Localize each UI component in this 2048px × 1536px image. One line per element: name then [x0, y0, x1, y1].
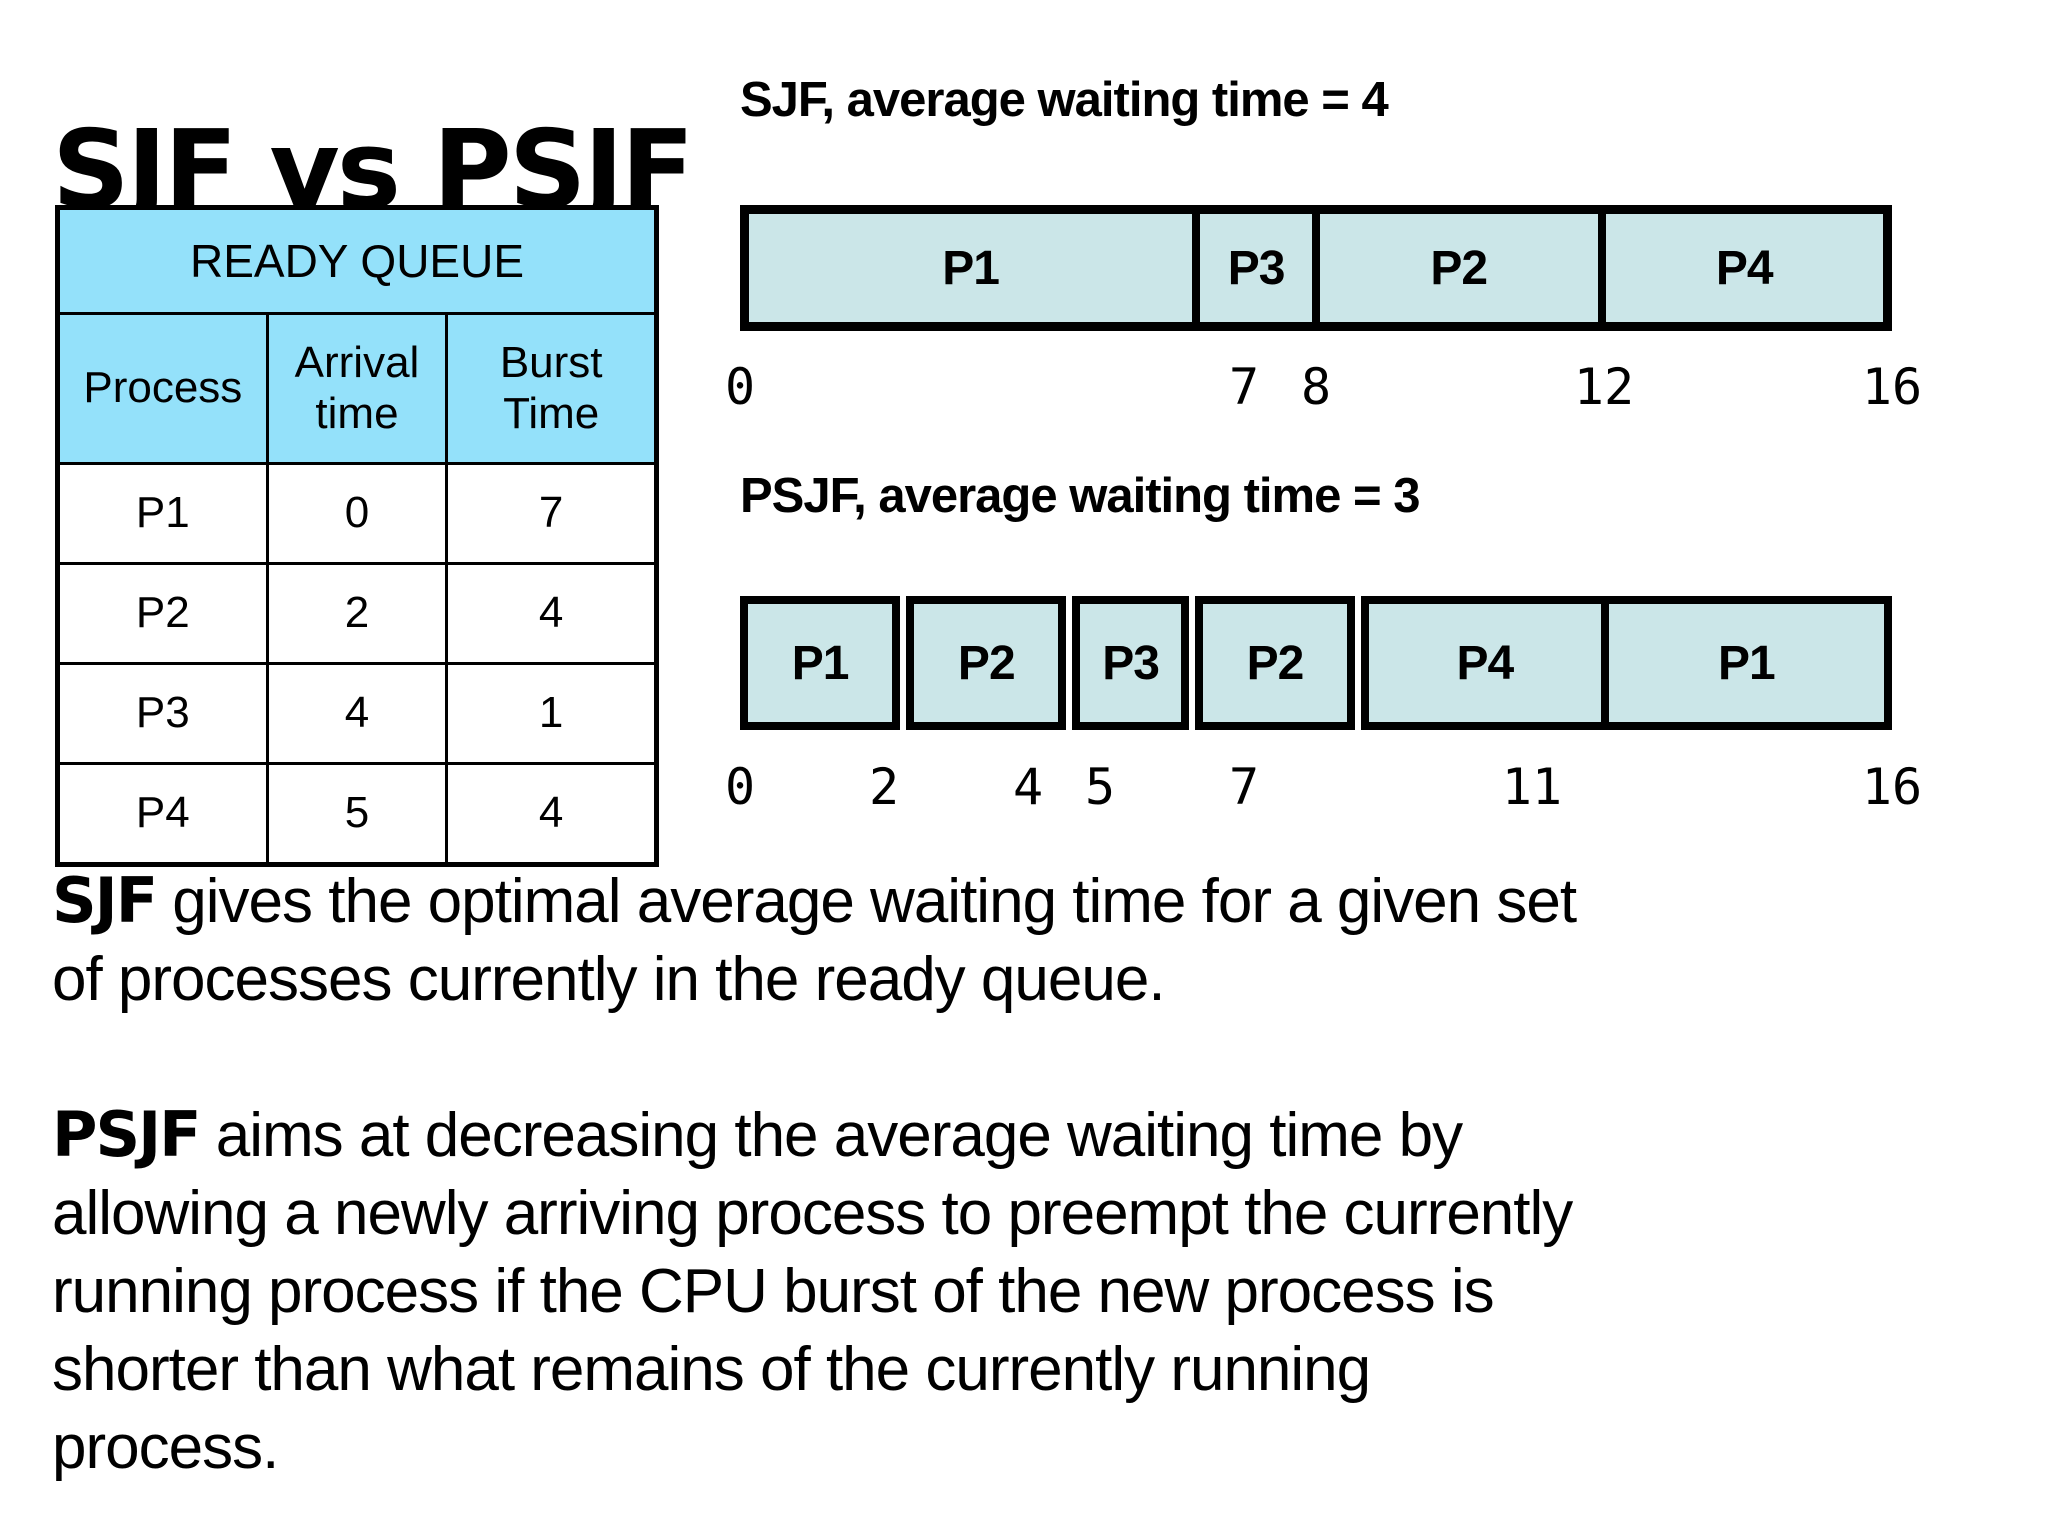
tick-label: 16	[1861, 358, 1923, 416]
table-title: READY QUEUE	[56, 206, 658, 315]
gantt-segment: P3	[1072, 596, 1189, 730]
gantt-segment: P4	[1597, 214, 1884, 322]
paragraph-sjf-text: gives the optimal average waiting time f…	[52, 867, 1577, 1014]
gantt-segment-label: P1	[1717, 636, 1776, 690]
gantt-segment-label: P4	[1456, 636, 1514, 690]
table-cell: P3	[56, 662, 269, 765]
gantt-segment-label: P3	[1102, 636, 1160, 690]
sjf-chart-title: SJF, average waiting time = 4	[740, 73, 1389, 127]
gantt-segment-label: P1	[942, 241, 1000, 295]
table-cell: 1	[445, 662, 658, 765]
table-cell: 0	[265, 462, 449, 565]
table-cell: 4	[445, 762, 658, 866]
gantt-segment-label: P2	[1430, 241, 1488, 295]
column-header: Arrival time	[265, 312, 449, 465]
gantt-segment-label: P2	[957, 636, 1016, 690]
gantt-segment-label: P3	[1227, 241, 1286, 295]
table-column-header-row: Process Arrival time Burst Time	[56, 312, 658, 465]
table-cell: P1	[56, 462, 269, 565]
gantt-segment: P3	[1192, 214, 1312, 322]
paragraph-sjf-lead: SJF	[52, 864, 158, 937]
tick-label: 16	[1861, 758, 1923, 816]
table-row: P1 0 7	[56, 462, 658, 565]
table-cell: 5	[265, 762, 449, 866]
gantt-segment: P1	[1608, 596, 1893, 730]
paragraph-psjf-text: aims at decreasing the average waiting t…	[52, 1101, 1573, 1482]
table-row: P3 4 1	[56, 662, 658, 765]
psjf-gantt-bar: P1 P2 P3 P2 P4 P1	[740, 596, 1893, 730]
table-row: P2 2 4	[56, 562, 658, 665]
gantt-segment: P2	[1312, 214, 1598, 322]
gantt-segment: P4	[1361, 596, 1609, 730]
gantt-segment: P2	[1194, 596, 1356, 730]
paragraph-psjf: PSJF aims at decreasing the average wait…	[52, 1096, 2012, 1487]
psjf-chart-title: PSJF, average waiting time = 3	[740, 469, 1420, 523]
tick-label: 11	[1501, 758, 1563, 816]
sjf-gantt-bar: P1 P3 P2 P4	[740, 205, 1892, 331]
paragraph-sjf: SJF gives the optimal average waiting ti…	[52, 862, 2012, 1019]
paragraph-psjf-lead: PSJF	[52, 1098, 202, 1171]
table-cell: 7	[445, 462, 658, 565]
table-cell: P4	[56, 762, 269, 866]
sjf-tick-row: 0 7 8 12 16	[725, 358, 1922, 418]
gantt-segment: P2	[906, 596, 1067, 730]
gantt-segment: P1	[749, 214, 1192, 322]
tick-label: 7	[1228, 358, 1260, 416]
table-cell: P2	[56, 562, 269, 665]
tick-label: 7	[1228, 758, 1260, 816]
table-body: P1 0 7 P2 2 4 P3 4 1 P4 5 4	[56, 462, 658, 866]
table-row: P4 5 4	[56, 762, 658, 866]
tick-label: 0	[724, 358, 756, 416]
tick-label: 2	[868, 758, 900, 816]
gantt-segment-label: P4	[1715, 241, 1774, 295]
tick-label: 12	[1573, 358, 1635, 416]
table-cell: 4	[265, 662, 449, 765]
column-header: Burst Time	[445, 312, 658, 465]
table-cell: 4	[445, 562, 658, 665]
tick-label: 4	[1012, 758, 1044, 816]
tick-label: 0	[724, 758, 756, 816]
gantt-segment-label: P2	[1246, 636, 1305, 690]
tick-label: 5	[1084, 758, 1116, 816]
ready-queue-table: READY QUEUE Process Arrival time Burst Tim…	[55, 205, 659, 867]
column-header: Process	[56, 312, 269, 465]
psjf-tick-row: 0 2 4 5 7 11 16	[725, 758, 1922, 818]
table-cell: 2	[265, 562, 449, 665]
gantt-segment-label: P1	[791, 636, 850, 690]
gantt-segment: P1	[740, 596, 901, 730]
tick-label: 8	[1300, 358, 1332, 416]
